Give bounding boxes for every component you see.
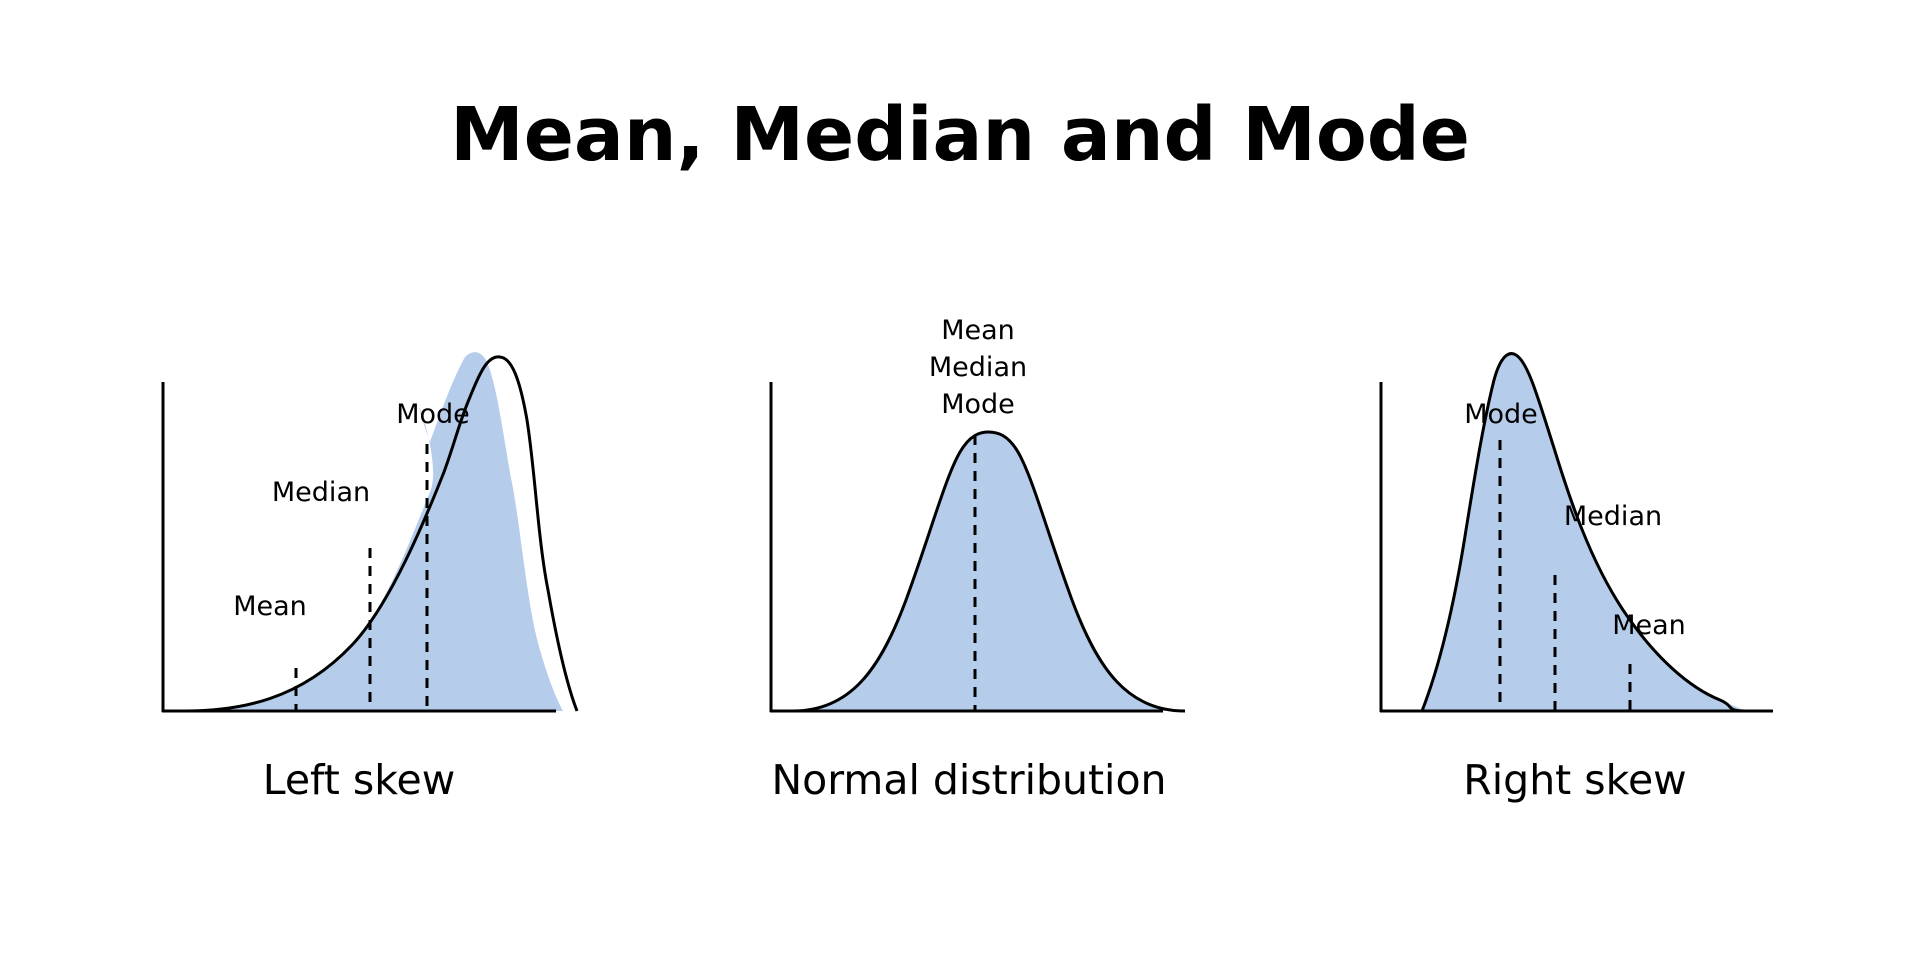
panel-right-skew: Mode Median Mean Right skew	[1379, 352, 1773, 804]
page-title: Mean, Median and Mode	[450, 92, 1470, 178]
left-skew-area	[185, 352, 563, 711]
left-skew-median-label: Median	[272, 477, 370, 508]
left-skew-mode-label: Mode	[396, 399, 470, 430]
normal-area-main	[793, 432, 1185, 711]
left-skew-caption: Left skew	[263, 756, 456, 804]
right-skew-mode-label: Mode	[1464, 399, 1538, 430]
right-skew-curve	[1420, 352, 1746, 713]
right-skew-caption: Right skew	[1463, 756, 1686, 804]
right-skew-mean-label: Mean	[1612, 610, 1686, 641]
normal-caption: Normal distribution	[771, 756, 1166, 804]
panel-left-skew: Mode Median Mean Left skew	[161, 352, 579, 804]
normal-median-label: Median	[929, 352, 1027, 383]
left-skew-mean-label: Mean	[233, 591, 307, 622]
normal-mean-label: Mean	[941, 315, 1015, 346]
right-skew-median-label: Median	[1564, 501, 1662, 532]
panel-normal: Mean Median Mode Normal distribution	[769, 315, 1186, 804]
right-skew-area	[1422, 353, 1745, 711]
normal-mode-label: Mode	[941, 389, 1015, 420]
normal-curve	[792, 430, 1186, 713]
left-skew-curve	[184, 355, 579, 713]
